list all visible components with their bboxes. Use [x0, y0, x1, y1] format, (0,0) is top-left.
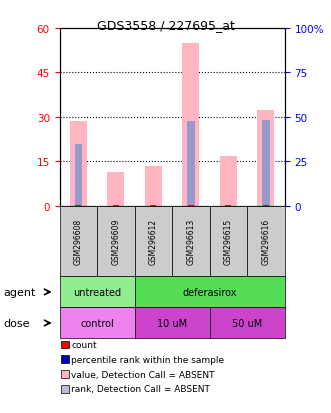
Bar: [75, 205, 81, 206]
Text: deferasirox: deferasirox: [182, 287, 237, 297]
Bar: [258, 110, 274, 206]
Text: percentile rank within the sample: percentile rank within the sample: [71, 355, 224, 364]
Bar: [70, 122, 87, 206]
Text: count: count: [71, 340, 97, 349]
Bar: [107, 173, 124, 206]
Bar: [145, 166, 162, 206]
Bar: [225, 205, 231, 206]
Text: 10 uM: 10 uM: [157, 318, 187, 328]
Bar: [113, 205, 119, 206]
Text: GSM296616: GSM296616: [261, 218, 270, 265]
Bar: [150, 205, 156, 206]
Text: GSM296608: GSM296608: [74, 218, 83, 265]
Text: rank, Detection Call = ABSENT: rank, Detection Call = ABSENT: [71, 385, 210, 394]
Text: 50 uM: 50 uM: [232, 318, 262, 328]
Bar: [187, 122, 195, 206]
Text: GSM296613: GSM296613: [186, 218, 195, 265]
Bar: [182, 44, 199, 206]
Bar: [188, 205, 194, 206]
Bar: [220, 156, 237, 206]
Bar: [263, 205, 269, 206]
Text: GDS3558 / 227695_at: GDS3558 / 227695_at: [97, 19, 234, 31]
Bar: [74, 145, 82, 206]
Text: GSM296615: GSM296615: [224, 218, 233, 265]
Text: control: control: [80, 318, 114, 328]
Bar: [262, 121, 270, 206]
Text: value, Detection Call = ABSENT: value, Detection Call = ABSENT: [71, 370, 215, 379]
Text: agent: agent: [3, 287, 36, 297]
Text: GSM296609: GSM296609: [111, 218, 120, 265]
Text: dose: dose: [3, 318, 30, 328]
Text: untreated: untreated: [73, 287, 121, 297]
Text: GSM296612: GSM296612: [149, 218, 158, 265]
